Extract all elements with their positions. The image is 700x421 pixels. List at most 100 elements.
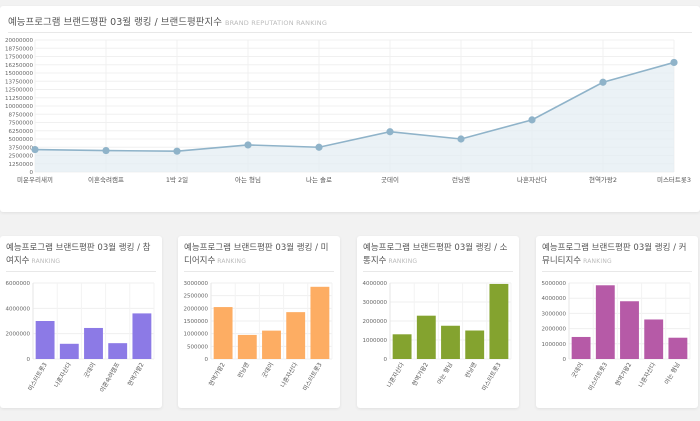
bar: [489, 283, 509, 359]
main-ytick-label: 1250000: [9, 162, 34, 168]
main-area-fill: [35, 62, 674, 172]
bar-ytick-label: 6000000: [6, 281, 31, 287]
bar-ytick-label: 3000000: [184, 281, 209, 287]
participation-title-text: 예능프로그램 브랜드평판 03월 랭킹 / 참여지수: [6, 243, 151, 266]
bar: [286, 312, 306, 359]
main-data-point: [670, 58, 678, 67]
main-xtick-label: 현역가왕2: [589, 175, 617, 184]
bar-ytick-label: 2000000: [184, 306, 209, 312]
participation-subtitle: RANKING: [31, 258, 61, 265]
main-data-point: [173, 147, 181, 155]
main-ytick-label: 8750000: [9, 112, 34, 118]
bar-xtick-label: 굿데이: [570, 361, 585, 379]
bar-xtick-label: 현역가왕2: [613, 361, 633, 388]
bar-ytick-label: 4000000: [363, 281, 388, 287]
bar: [644, 319, 664, 359]
community-subtitle: RANKING: [583, 258, 612, 265]
bar-ytick-label: 0: [563, 357, 567, 363]
main-data-point: [528, 116, 536, 124]
bar-xtick-label: 나혼자산다: [52, 361, 73, 389]
main-data-point: [386, 128, 394, 136]
media-chart-title: 예능프로그램 브랜드평판 03월 랭킹 / 미디어지수 RANKING: [184, 242, 336, 268]
bar-ytick-label: 1000000: [363, 338, 388, 344]
bar-ytick-label: 0: [205, 357, 209, 363]
bar-xtick-label: 현역가왕2: [207, 361, 227, 388]
bar: [465, 330, 485, 359]
main-xtick-label: 미운우리새끼: [17, 175, 53, 184]
bar-xtick-label: 런닝맨: [463, 361, 478, 380]
main-area-chart: 20000000 18750000 17500000 16250000 15000000…: [5, 38, 691, 184]
bar-xtick-label: 미스터트롯3: [586, 361, 609, 392]
main-data-point: [31, 145, 39, 154]
bar-ytick-label: 3000000: [542, 311, 567, 317]
main-xtick-label: 미스터트롯3: [657, 175, 691, 184]
bar: [620, 301, 639, 359]
media-divider: [184, 271, 334, 272]
main-ytick-label: 0: [30, 170, 34, 176]
bar: [441, 325, 460, 359]
bar: [416, 315, 436, 359]
bar-xtick-label: 나혼자산다: [637, 361, 658, 389]
bar: [571, 336, 591, 359]
bar-xtick-label: 나혼자산다: [385, 361, 406, 389]
main-ytick-label: 6250000: [9, 129, 34, 135]
main-data-point: [599, 78, 607, 86]
bar: [213, 307, 233, 359]
main-chart-title: 예능프로그램 브랜드평판 03월 랭킹 / 브랜드평판지수 BRAND REPUT…: [8, 14, 327, 28]
bar: [310, 286, 330, 359]
community-title-text: 예능프로그램 브랜드평판 03월 랭킹 / 커뮤니티지수: [542, 243, 687, 266]
bar-ytick-label: 2500000: [184, 294, 209, 300]
bar: [35, 321, 55, 359]
bar-ytick-label: 4000000: [542, 296, 567, 302]
bar: [668, 337, 688, 359]
main-xtick-label: 나혼자산다: [517, 175, 547, 184]
main-ytick-label: 7500000: [9, 121, 34, 127]
bar-xtick-label: 미스터트롯3: [480, 361, 503, 392]
bar-xtick-label: 현역가왕2: [126, 361, 146, 388]
bar: [392, 334, 412, 359]
main-ytick-label: 5000000: [9, 137, 34, 143]
communication-chart-title: 예능프로그램 브랜드평판 03월 랭킹 / 소통지수 RANKING: [363, 242, 515, 268]
bar-ytick-label: 500000: [187, 344, 208, 350]
main-data-point: [102, 146, 110, 155]
bar-ytick-label: 4000000: [6, 306, 31, 312]
main-ytick-label: 20000000: [5, 38, 33, 44]
bar: [595, 285, 615, 359]
main-xtick-label: 굿데이: [381, 175, 399, 184]
participation-chart-card: 예능프로그램 브랜드평판 03월 랭킹 / 참여지수 RANKING 600000…: [0, 236, 162, 408]
bar-ytick-label: 2000000: [6, 332, 31, 338]
main-title-text: 예능프로그램 브랜드평판 03월 랭킹 / 브랜드평판지수: [8, 17, 222, 28]
bar-xtick-label: 굿데이: [260, 361, 275, 379]
main-series-line: [34, 61, 675, 153]
main-subtitle: BRAND REPUTATION RANKING: [224, 19, 328, 27]
bar-xtick-label: 아는 형님: [663, 361, 682, 386]
communication-divider: [363, 271, 513, 272]
media-title-text: 예능프로그램 브랜드평판 03월 랭킹 / 미디어지수: [184, 243, 329, 266]
community-divider: [542, 271, 692, 272]
bar-ytick-label: 1500000: [184, 319, 209, 325]
main-ytick-label: 16250000: [5, 63, 33, 69]
bar-ytick-label: 0: [27, 357, 31, 363]
bar-ytick-label: 3000000: [363, 300, 388, 306]
bar-xtick-label: 나혼자산다: [279, 361, 300, 389]
community-chart-title: 예능프로그램 브랜드평판 03월 랭킹 / 커뮤니티지수 RANKING: [542, 242, 694, 268]
main-ytick-label: 10000000: [5, 104, 33, 110]
main-data-point: [244, 141, 252, 149]
main-xtick-label: 나는 솔로: [306, 175, 332, 184]
main-ytick-label: 12500000: [5, 88, 33, 94]
main-ytick-label: 15000000: [5, 71, 33, 77]
participation-chart-title: 예능프로그램 브랜드평판 03월 랭킹 / 참여지수 RANKING: [6, 242, 158, 268]
bar-ytick-label: 1000000: [542, 342, 567, 348]
bar: [108, 343, 128, 359]
main-xtick-label: 아는 형님: [235, 175, 261, 184]
participation-divider: [6, 271, 156, 272]
main-data-point: [457, 135, 465, 143]
main-xtick-label: 이혼숙려캠프: [88, 175, 124, 184]
bar: [237, 334, 257, 359]
media-chart-card: 예능프로그램 브랜드평판 03월 랭킹 / 미디어지수 RANKING 30000…: [178, 236, 340, 408]
bar: [84, 327, 103, 359]
main-ytick-label: 18750000: [5, 46, 33, 52]
